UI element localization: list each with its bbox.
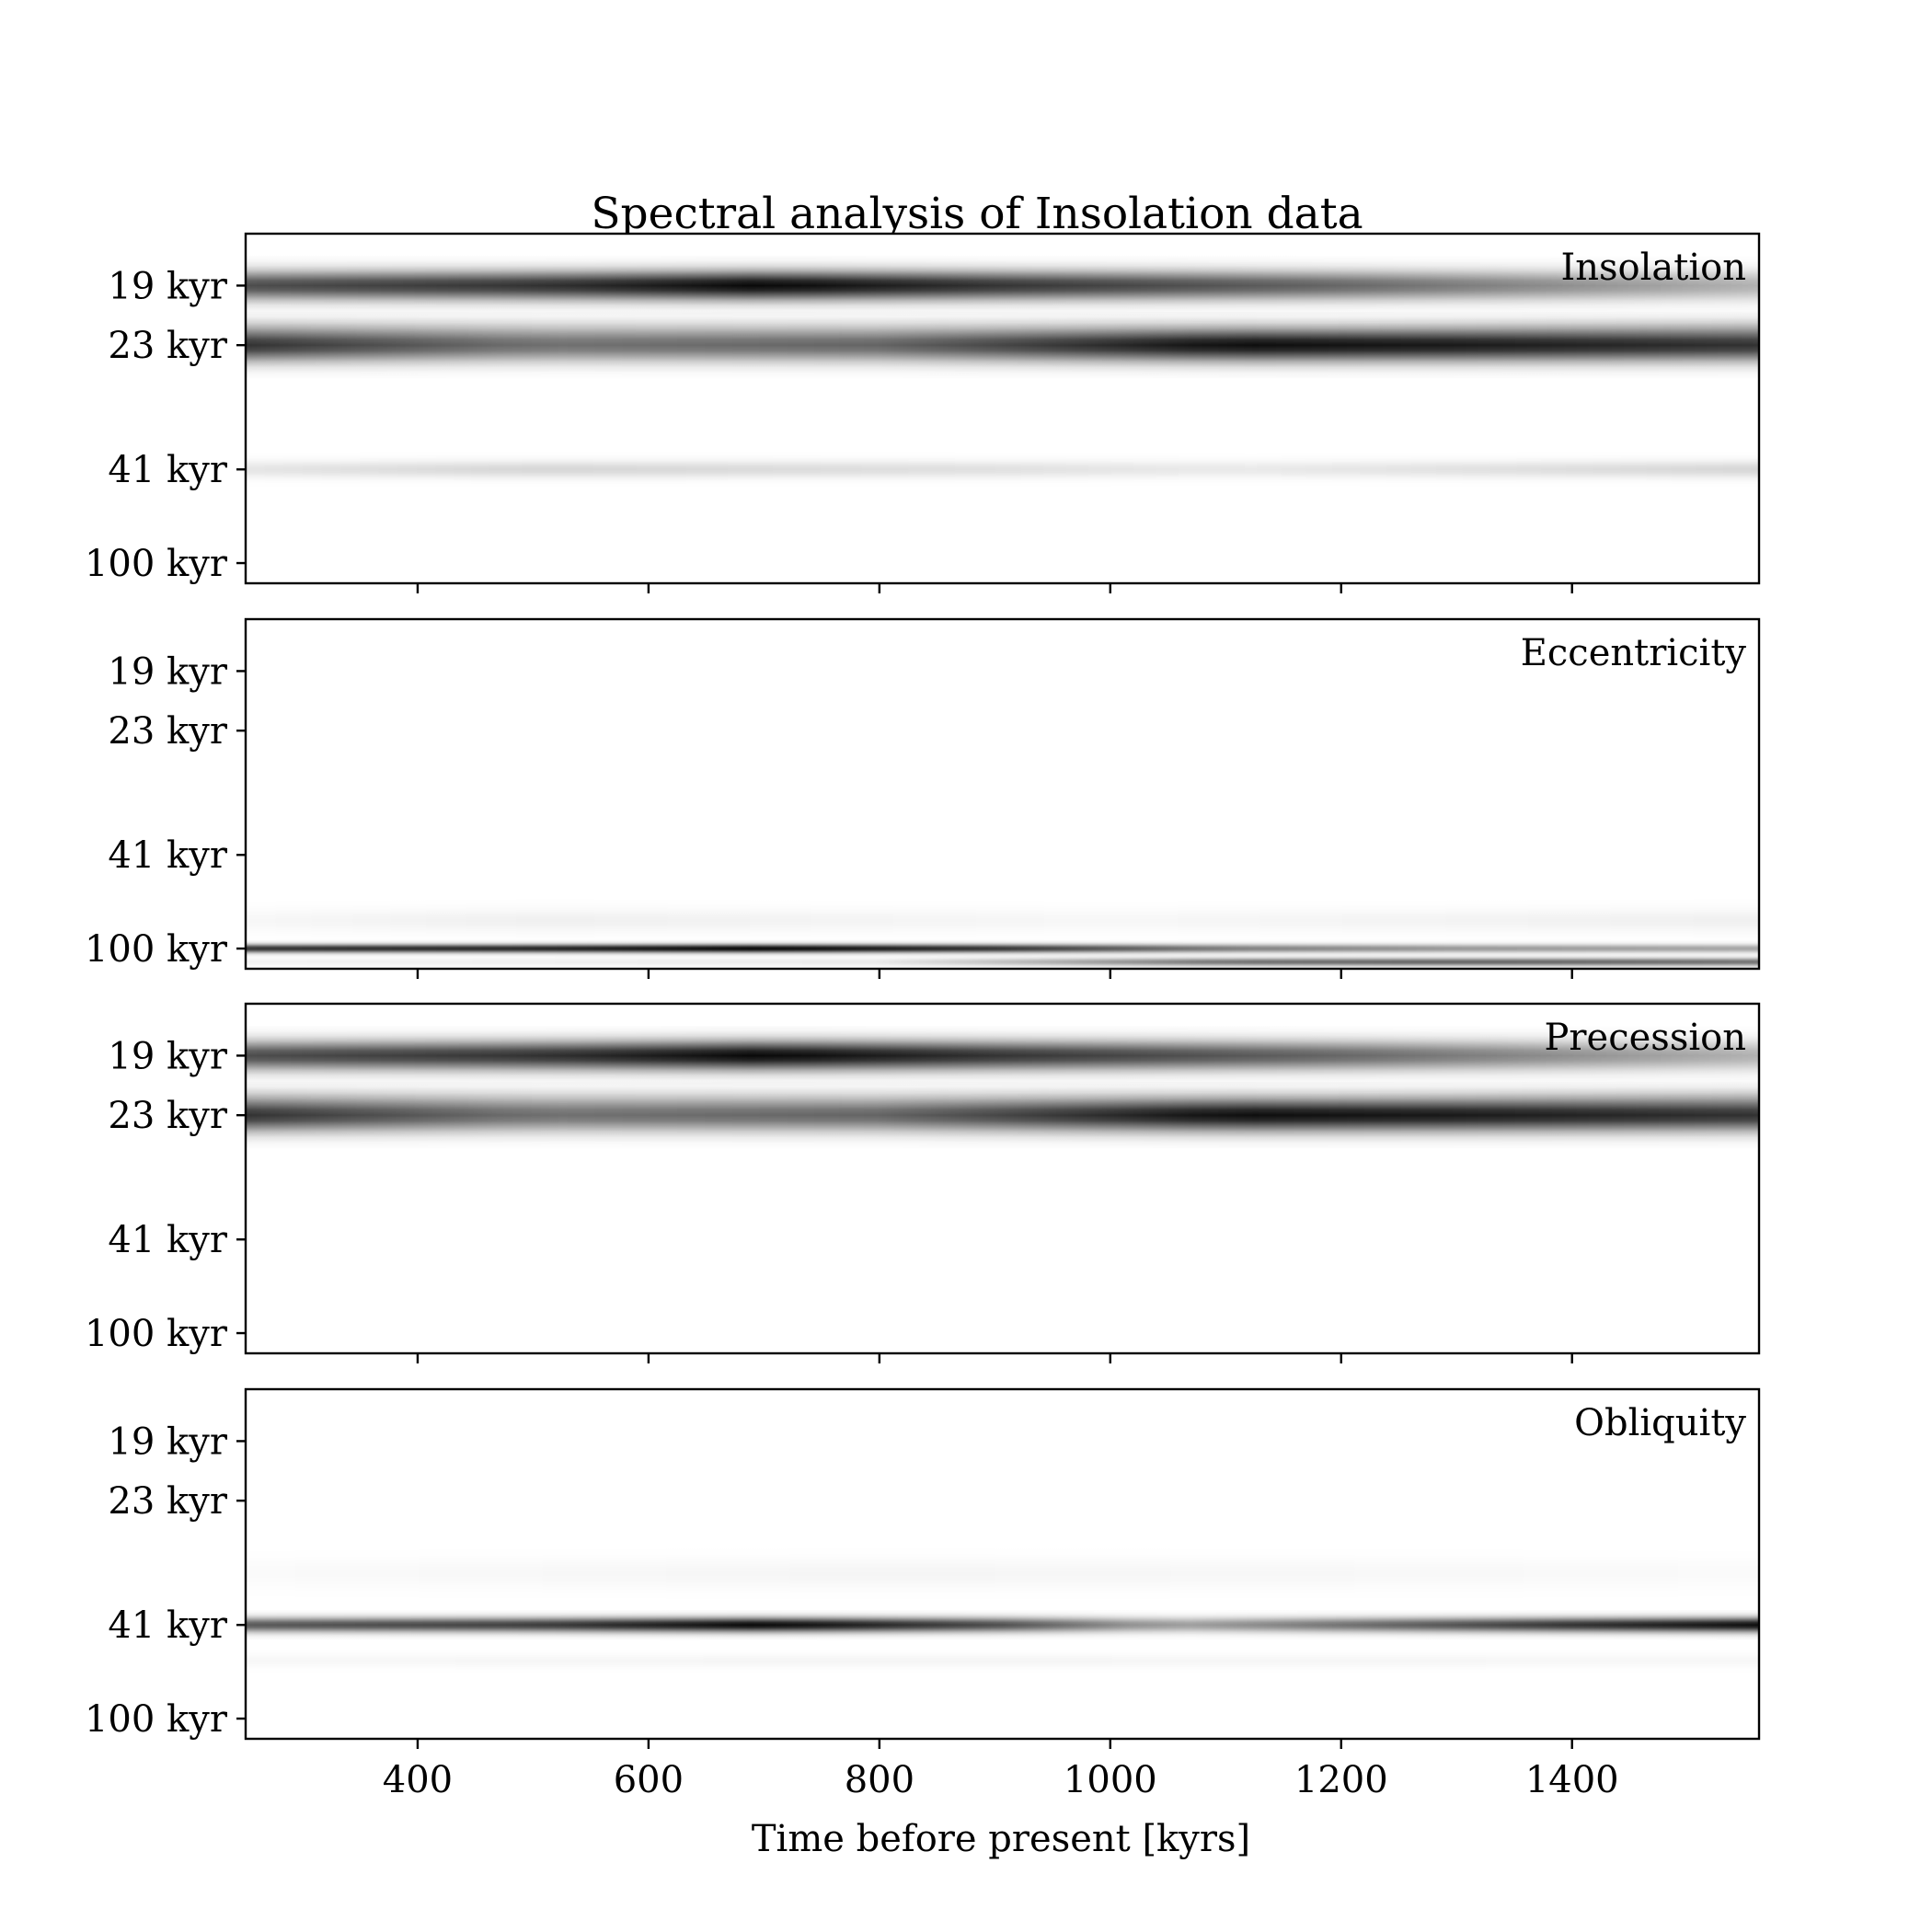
- y-tick-label: 19 kyr: [108, 1420, 227, 1463]
- chart-title: Spectral analysis of Insolation data: [591, 189, 1363, 239]
- band-19kyr: [246, 1026, 1759, 1086]
- x-tick-label: 600: [614, 1759, 684, 1801]
- y-tick-label: 100 kyr: [85, 1313, 228, 1355]
- spectral-bands: [246, 1543, 1759, 1675]
- panel-frame: [244, 232, 1761, 585]
- y-tick-label: 41 kyr: [108, 449, 227, 491]
- band-31kyr: [246, 1543, 1759, 1604]
- panel-precession: Precession 100 kyr 41 kyr 23 kyr 19 kyr: [85, 1002, 1761, 1363]
- x-tick-label: 1000: [1064, 1759, 1157, 1801]
- y-tick-label: 23 kyr: [108, 710, 227, 753]
- y-tick-label: 100 kyr: [85, 928, 228, 971]
- panel-obliquity: Obliquity 100 kyr 41 kyr 23 kyr 19 kyr 400 600…: [85, 1387, 1761, 1801]
- panel-label-insolation: Insolation: [1560, 247, 1746, 289]
- y-tick-label: 41 kyr: [108, 1219, 227, 1261]
- spectral-bands: [246, 896, 1759, 969]
- y-tick-label: 19 kyr: [108, 1035, 227, 1077]
- spectral-bands: [246, 256, 1759, 488]
- y-tick-label: 100 kyr: [85, 1698, 228, 1741]
- band-41kyr: [246, 1609, 1759, 1640]
- band-70kyr: [246, 896, 1759, 945]
- band-53kyr: [246, 1647, 1759, 1675]
- y-tick-label: 23 kyr: [108, 325, 227, 367]
- y-tick-label: 100 kyr: [85, 543, 228, 585]
- panel-label-eccentricity: Eccentricity: [1521, 632, 1747, 674]
- x-tick-label: 1200: [1294, 1759, 1388, 1801]
- y-tick-label: 41 kyr: [108, 1604, 227, 1647]
- y-tick-label: 41 kyr: [108, 834, 227, 877]
- band-19kyr: [246, 256, 1759, 316]
- panel-insolation: Insolation 100 kyr 41 kyr 23 kyr 19 kyr: [85, 232, 1761, 593]
- band-126kyr: [246, 953, 1759, 969]
- x-axis-label: Time before present [kyrs]: [752, 1818, 1250, 1860]
- x-tick-label: 400: [383, 1759, 453, 1801]
- spectral-bands: [246, 1026, 1759, 1149]
- panel-frame: [244, 1387, 1761, 1741]
- panel-frame: [244, 1002, 1761, 1355]
- y-tick-label: 19 kyr: [108, 650, 227, 693]
- band-41kyr: [246, 452, 1759, 488]
- x-tick-label: 1400: [1525, 1759, 1619, 1801]
- panel-label-obliquity: Obliquity: [1574, 1402, 1746, 1444]
- y-tick-label: 23 kyr: [108, 1095, 227, 1137]
- y-tick-label: 23 kyr: [108, 1480, 227, 1523]
- panel-eccentricity: Eccentricity 100 kyr 41 kyr 23 kyr 19 kyr: [85, 617, 1761, 979]
- panel-frame: [244, 617, 1761, 971]
- panel-label-precession: Precession: [1545, 1017, 1746, 1059]
- y-tick-label: 19 kyr: [108, 265, 227, 307]
- x-tick-label: 800: [845, 1759, 914, 1801]
